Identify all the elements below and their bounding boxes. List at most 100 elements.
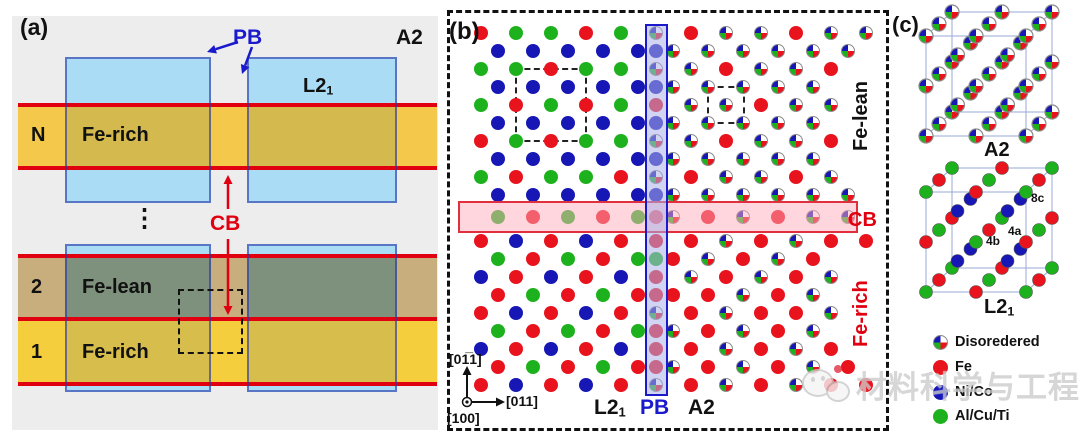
lattice-atom bbox=[684, 134, 698, 148]
lattice-atom bbox=[561, 116, 575, 130]
lattice-atom bbox=[771, 44, 785, 58]
legend-label: Al/Cu/Ti bbox=[955, 408, 1010, 424]
lattice-atom bbox=[596, 188, 610, 202]
lattice-atom bbox=[561, 80, 575, 94]
axis-origin-label: [100] bbox=[447, 410, 480, 426]
lattice-atom bbox=[579, 98, 593, 112]
lattice-atom bbox=[806, 252, 820, 266]
boundary-line bbox=[18, 382, 437, 386]
l21-precipitate-border bbox=[247, 244, 397, 392]
lattice-atom bbox=[789, 270, 803, 284]
fe-atom-icon bbox=[933, 359, 948, 375]
lattice-atom bbox=[509, 62, 523, 76]
l21-precipitate-border bbox=[65, 244, 211, 392]
cb-side-label: CB bbox=[848, 209, 877, 231]
lattice-atom bbox=[579, 170, 593, 184]
lattice-atom bbox=[544, 26, 558, 40]
legend-row-fe: Fe bbox=[933, 359, 972, 375]
lattice-atom bbox=[614, 26, 628, 40]
lattice-atom bbox=[631, 324, 645, 338]
lattice-atom bbox=[736, 360, 750, 374]
a2-unit-cell-dashed bbox=[707, 86, 745, 124]
lattice-atom bbox=[736, 288, 750, 302]
lattice-atom bbox=[509, 270, 523, 284]
fe-lean-region-label: Fe-lean bbox=[850, 80, 872, 152]
lattice-atom bbox=[509, 26, 523, 40]
lattice-atom bbox=[736, 324, 750, 338]
lattice-atom bbox=[806, 152, 820, 166]
layer-band bbox=[247, 321, 397, 382]
lattice-atom bbox=[596, 288, 610, 302]
lattice-atom bbox=[754, 234, 768, 248]
a2-phase-label: A2 bbox=[396, 26, 423, 49]
lattice-atom bbox=[491, 252, 505, 266]
l21-phase-label: L21 bbox=[303, 75, 334, 98]
lattice-atom bbox=[631, 80, 645, 94]
lattice-atom bbox=[631, 252, 645, 266]
lattice-atom bbox=[824, 26, 838, 40]
lattice-atom bbox=[754, 62, 768, 76]
lattice-atom bbox=[596, 44, 610, 58]
lattice-atom bbox=[526, 188, 540, 202]
lattice-atom bbox=[579, 306, 593, 320]
lattice-atom bbox=[719, 234, 733, 248]
lattice-atom bbox=[561, 360, 575, 374]
lattice-atom bbox=[754, 98, 768, 112]
lattice-atom bbox=[526, 80, 540, 94]
lattice-atom bbox=[596, 80, 610, 94]
lattice-atom bbox=[509, 234, 523, 248]
lattice-atom bbox=[684, 306, 698, 320]
lattice-atom bbox=[771, 360, 785, 374]
lattice-atom bbox=[824, 98, 838, 112]
lattice-atom bbox=[666, 116, 680, 130]
lattice-atom bbox=[631, 152, 645, 166]
lattice-atom bbox=[806, 324, 820, 338]
lattice-atom bbox=[666, 324, 680, 338]
lattice-atom bbox=[631, 116, 645, 130]
legend-row-nico: Ni/Co bbox=[933, 384, 993, 400]
layer-band bbox=[247, 107, 397, 166]
l21-region-label: L21 bbox=[594, 396, 626, 420]
lattice-atom bbox=[596, 324, 610, 338]
lattice-atom bbox=[859, 234, 873, 248]
l21-precipitate-border bbox=[247, 57, 397, 203]
lattice-atom bbox=[701, 152, 715, 166]
legend-row-disordered: Disoredered bbox=[933, 334, 1040, 350]
site-8c-label: 8c bbox=[1031, 191, 1045, 205]
lattice-atom bbox=[701, 288, 715, 302]
lattice-atom bbox=[824, 234, 838, 248]
lattice-atom bbox=[824, 342, 838, 356]
lattice-atom bbox=[701, 116, 715, 130]
layer-name-fe-rich: Fe-rich bbox=[82, 124, 149, 146]
lattice-atom bbox=[544, 342, 558, 356]
lattice-atom bbox=[614, 306, 628, 320]
lattice-atom bbox=[544, 98, 558, 112]
lattice-atom bbox=[701, 360, 715, 374]
lattice-atom bbox=[474, 62, 488, 76]
lattice-atom bbox=[806, 44, 820, 58]
lattice-atom bbox=[526, 360, 540, 374]
lattice-atom bbox=[771, 152, 785, 166]
lattice-atom bbox=[596, 252, 610, 266]
layer-band bbox=[397, 321, 437, 382]
lattice-atom bbox=[684, 62, 698, 76]
lattice-atom bbox=[544, 306, 558, 320]
lattice-atom bbox=[491, 288, 505, 302]
nico-atom-icon bbox=[933, 384, 948, 400]
lattice-atom bbox=[719, 342, 733, 356]
lattice-atom bbox=[561, 152, 575, 166]
lattice-atom bbox=[614, 62, 628, 76]
lattice-atom bbox=[474, 378, 488, 392]
wechat-logo-icon bbox=[800, 363, 856, 407]
layer-band bbox=[397, 107, 437, 166]
l21-precipitate-border bbox=[65, 57, 211, 203]
lattice-atom bbox=[684, 234, 698, 248]
layer-index-2: 2 bbox=[31, 276, 43, 298]
lattice-atom bbox=[841, 188, 855, 202]
lattice-atom bbox=[474, 306, 488, 320]
lattice-atom bbox=[841, 44, 855, 58]
lattice-atom bbox=[614, 234, 628, 248]
lattice-atom bbox=[806, 188, 820, 202]
legend-label: Ni/Co bbox=[955, 384, 993, 400]
